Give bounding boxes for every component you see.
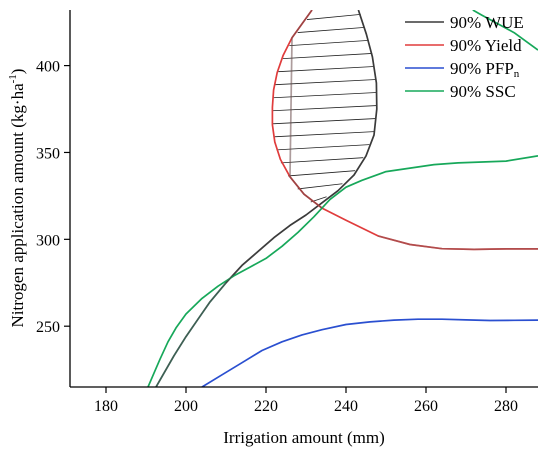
x-tick-label: 220 bbox=[254, 398, 278, 415]
x-tick-label: 200 bbox=[174, 398, 198, 415]
x-tick-label: 180 bbox=[94, 398, 118, 415]
legend-item-ssc: 90% SSC bbox=[405, 82, 516, 101]
series-line-ssc-upper bbox=[472, 10, 538, 51]
hatch-line bbox=[297, 183, 343, 190]
hatch-line bbox=[297, 26, 366, 33]
hatch-line bbox=[306, 13, 361, 20]
hatch-line bbox=[280, 157, 364, 164]
legend-item-wue: 90% WUE bbox=[405, 13, 524, 32]
hatch-line bbox=[273, 92, 377, 99]
y-tick-label: 300 bbox=[36, 232, 60, 249]
y-axis-label-sup: -1 bbox=[7, 74, 19, 83]
y-tick-label: 250 bbox=[36, 319, 60, 336]
series-line-90-ssc bbox=[147, 155, 538, 387]
hatch-line bbox=[288, 170, 356, 177]
hatch-line bbox=[278, 66, 375, 73]
x-tick-label: 260 bbox=[414, 398, 438, 415]
series-line-90-wue bbox=[155, 10, 378, 387]
hatch-line bbox=[282, 53, 373, 60]
legend-label-ssc: 90% SSC bbox=[450, 82, 516, 101]
legend-label-pfpn-sub: n bbox=[514, 68, 520, 80]
y-tick-label: 350 bbox=[36, 145, 60, 162]
y-axis-label: Nitrogen application amount (kg·ha-1) bbox=[7, 69, 27, 328]
x-tick-label: 240 bbox=[334, 398, 358, 415]
overlap-segment bbox=[377, 235, 538, 251]
axes bbox=[69, 10, 538, 388]
legend-label-wue: 90% WUE bbox=[450, 13, 524, 32]
hatch-line bbox=[275, 79, 377, 86]
legend-label-pfpn: 90% PFPn bbox=[450, 59, 520, 80]
y-tick-label: 400 bbox=[36, 59, 60, 76]
overlap-segment bbox=[225, 236, 275, 284]
legend-item-pfpn: 90% PFPn bbox=[405, 59, 520, 80]
series-lines bbox=[147, 10, 538, 387]
hatch-line bbox=[273, 131, 375, 138]
y-ticks: 250 300 350 400 bbox=[36, 59, 70, 336]
legend-item-yield: 90% Yield bbox=[405, 36, 522, 55]
x-tick-label: 280 bbox=[494, 398, 518, 415]
y-axis-label-main: Nitrogen application amount (kg·ha bbox=[8, 83, 27, 328]
hatch-line bbox=[276, 144, 370, 151]
x-axis-label: Irrigation amount (mm) bbox=[223, 428, 384, 447]
hatch-line bbox=[272, 105, 377, 112]
hatch-line bbox=[272, 118, 376, 125]
overlap-segment bbox=[289, 10, 323, 209]
y-axis-label-tail: ) bbox=[8, 69, 27, 75]
legend: 90% WUE 90% Yield 90% PFPn 90% SSC bbox=[405, 13, 524, 101]
x-ticks: 180 200 220 240 260 280 bbox=[94, 387, 518, 415]
series-line-90-pfp bbox=[201, 318, 538, 387]
legend-label-yield: 90% Yield bbox=[450, 36, 522, 55]
hatch-line bbox=[289, 40, 369, 47]
overlap-segment bbox=[155, 282, 227, 387]
legend-label-pfpn-main: 90% PFP bbox=[450, 59, 514, 78]
